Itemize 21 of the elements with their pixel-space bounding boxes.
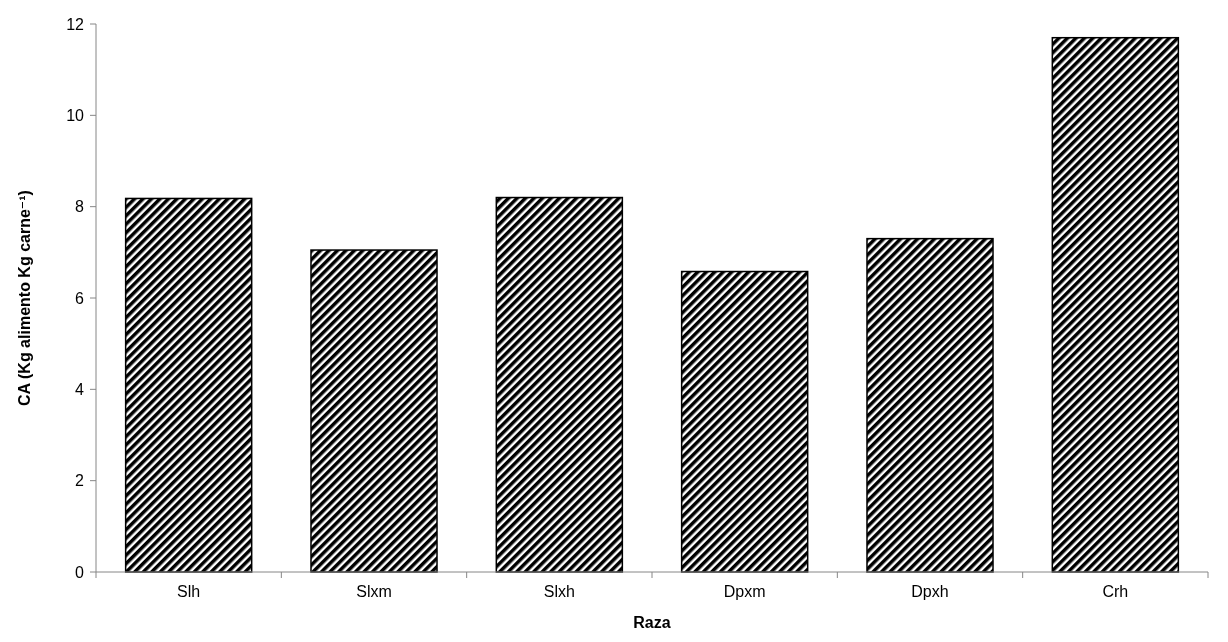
bar xyxy=(310,249,438,573)
x-tick-label: Dpxm xyxy=(723,583,766,600)
x-tick-label: Slxh xyxy=(543,583,575,600)
y-tick-label: 4 xyxy=(75,380,85,398)
y-tick-label: 6 xyxy=(75,289,85,307)
y-tick-label: 12 xyxy=(66,15,85,33)
y-tick-label: 8 xyxy=(75,198,85,216)
x-tick-label: Slxm xyxy=(356,583,392,600)
bar xyxy=(1051,36,1180,573)
bar xyxy=(124,197,253,573)
y-tick-label: 2 xyxy=(75,472,85,490)
x-tick-label: Dpxh xyxy=(911,583,949,600)
bar xyxy=(680,270,809,573)
x-axis-title: Raza xyxy=(633,614,671,631)
y-axis-title: CA (Kg alimento Kg carne⁻¹) xyxy=(16,190,33,406)
x-tick-label: Crh xyxy=(1102,583,1129,600)
y-tick-label: 0 xyxy=(75,563,85,581)
bar xyxy=(866,237,994,573)
bar xyxy=(495,196,624,573)
x-tick-label: Slh xyxy=(177,583,201,600)
y-tick-label: 10 xyxy=(66,106,85,124)
